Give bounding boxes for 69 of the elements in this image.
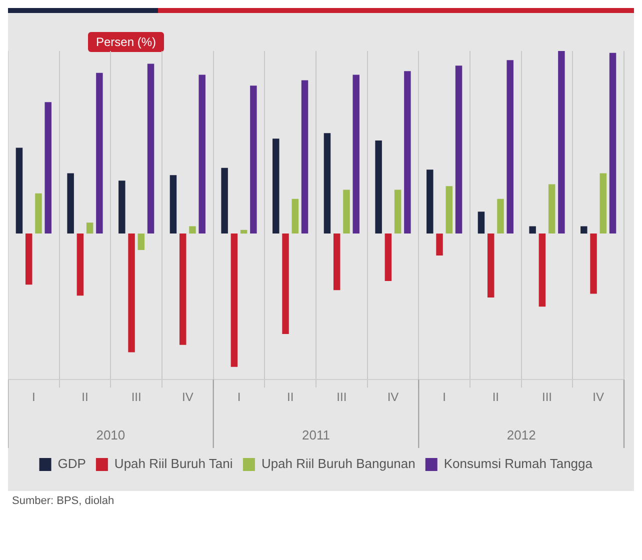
bar [558,51,565,234]
bar [436,234,443,256]
bar [44,102,52,234]
legend-label: GDP [58,456,86,472]
bar [272,138,280,234]
bar [250,86,257,234]
bar [538,234,546,307]
bar [189,226,196,234]
bar [600,173,607,234]
bar [198,74,206,234]
bar [128,234,135,352]
bar [147,64,154,234]
bar [548,184,556,234]
bar [497,198,504,234]
legend-label: Upah Riil Buruh Tani [114,456,233,472]
bar [394,190,402,234]
legend-label: Konsumsi Rumah Tangga [444,456,594,472]
bar [16,148,23,234]
text: 2012 [506,428,536,443]
bar [404,71,411,234]
legend-label: Upah Riil Buruh Bangunan [261,456,416,472]
bar [67,173,74,234]
x-tick-label: I [32,390,36,404]
x-tick-label: II [492,390,500,404]
bar [375,140,382,234]
x-tick-label: III [542,390,552,404]
bar [282,234,289,334]
x-tick-label: IV [182,390,194,404]
x-tick-label: I [237,390,241,404]
x-tick-label: IV [387,390,399,404]
bar [506,60,514,234]
bar [590,234,597,294]
bar [138,234,145,250]
x-tick-label: III [131,390,142,404]
bar [426,170,434,234]
bar [609,52,616,234]
bar [529,226,536,234]
bar [580,226,588,234]
bar [446,186,453,234]
bar [292,198,299,234]
text: 2010 [96,428,126,443]
bar [455,66,462,234]
bar [86,222,94,234]
bar [25,234,32,285]
x-tick-label: II [286,390,294,404]
bar [478,212,485,234]
x-tick-label: I [442,390,446,404]
bar [221,168,228,234]
bar [333,234,340,290]
bar [384,234,392,282]
bar [343,190,350,234]
text: Sumber: BPS, diolah [8,491,634,511]
bar [170,175,177,234]
bar [324,133,331,234]
bar [118,180,126,234]
text: 2011 [302,428,330,443]
bar [35,193,42,234]
bar [240,230,248,234]
bar [301,80,308,234]
bar [96,72,103,234]
bar [179,234,186,345]
bar [76,234,84,296]
y-axis-title: Persen (%) [88,32,164,52]
x-tick-label: II [82,390,88,404]
bar [352,74,360,234]
x-tick-label: III [336,390,347,404]
bar [487,234,494,298]
x-tick-label: IV [592,390,604,404]
bar [230,234,238,367]
